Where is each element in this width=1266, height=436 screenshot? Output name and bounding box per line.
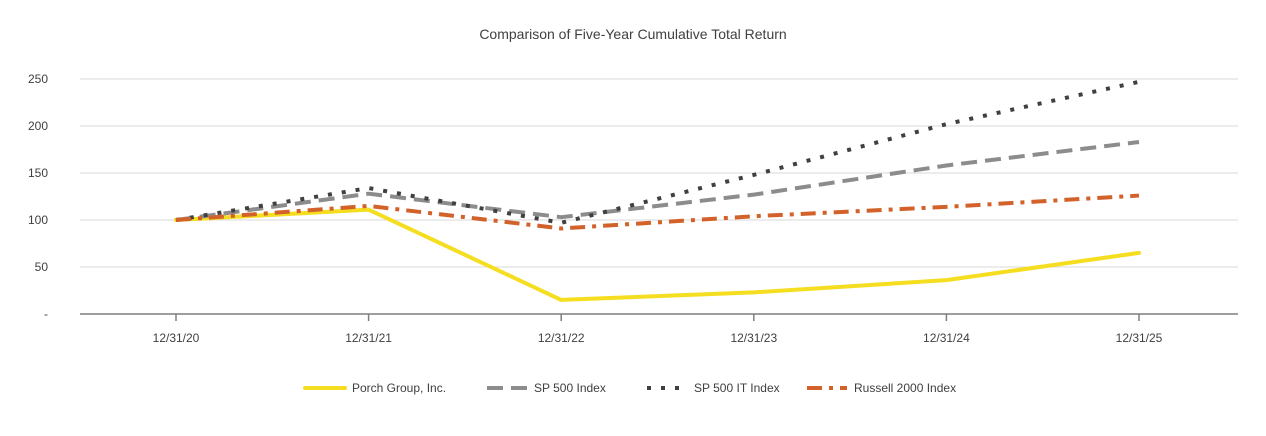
- y-tick-label: 50: [35, 260, 49, 274]
- legend-label: Porch Group, Inc.: [352, 381, 446, 395]
- x-tick-label: 12/31/23: [730, 331, 777, 345]
- y-tick-label: -: [44, 307, 48, 321]
- y-tick-label: 200: [28, 119, 48, 133]
- series-line: [175, 79, 1140, 225]
- x-tick-label: 12/31/25: [1116, 331, 1163, 345]
- gridlines: [80, 78, 1238, 268]
- legend-label: Russell 2000 Index: [854, 381, 956, 395]
- legend-label: SP 500 Index: [534, 381, 606, 395]
- chart-title: Comparison of Five-Year Cumulative Total…: [479, 26, 786, 42]
- y-axis-ticks: 250 200 150 100 50 -: [28, 72, 48, 321]
- series-line: [175, 139, 1140, 222]
- legend: Porch Group, Inc. SP 500 Index SP 500 IT I…: [303, 381, 956, 395]
- x-tick-label: 12/31/20: [153, 331, 200, 345]
- series-line: [174, 207, 1141, 302]
- series-lines: [174, 79, 1141, 302]
- y-tick-label: 250: [28, 72, 48, 86]
- x-tick-label: 12/31/22: [538, 331, 585, 345]
- legend-label: SP 500 IT Index: [694, 381, 780, 395]
- series-line: [175, 193, 1140, 231]
- y-tick-label: 100: [28, 213, 48, 227]
- x-tick-label: 12/31/21: [345, 331, 392, 345]
- x-tick-label: 12/31/24: [923, 331, 970, 345]
- x-axis: 12/31/20 12/31/21 12/31/22 12/31/23 12/31/24…: [80, 313, 1238, 345]
- y-tick-label: 150: [28, 166, 48, 180]
